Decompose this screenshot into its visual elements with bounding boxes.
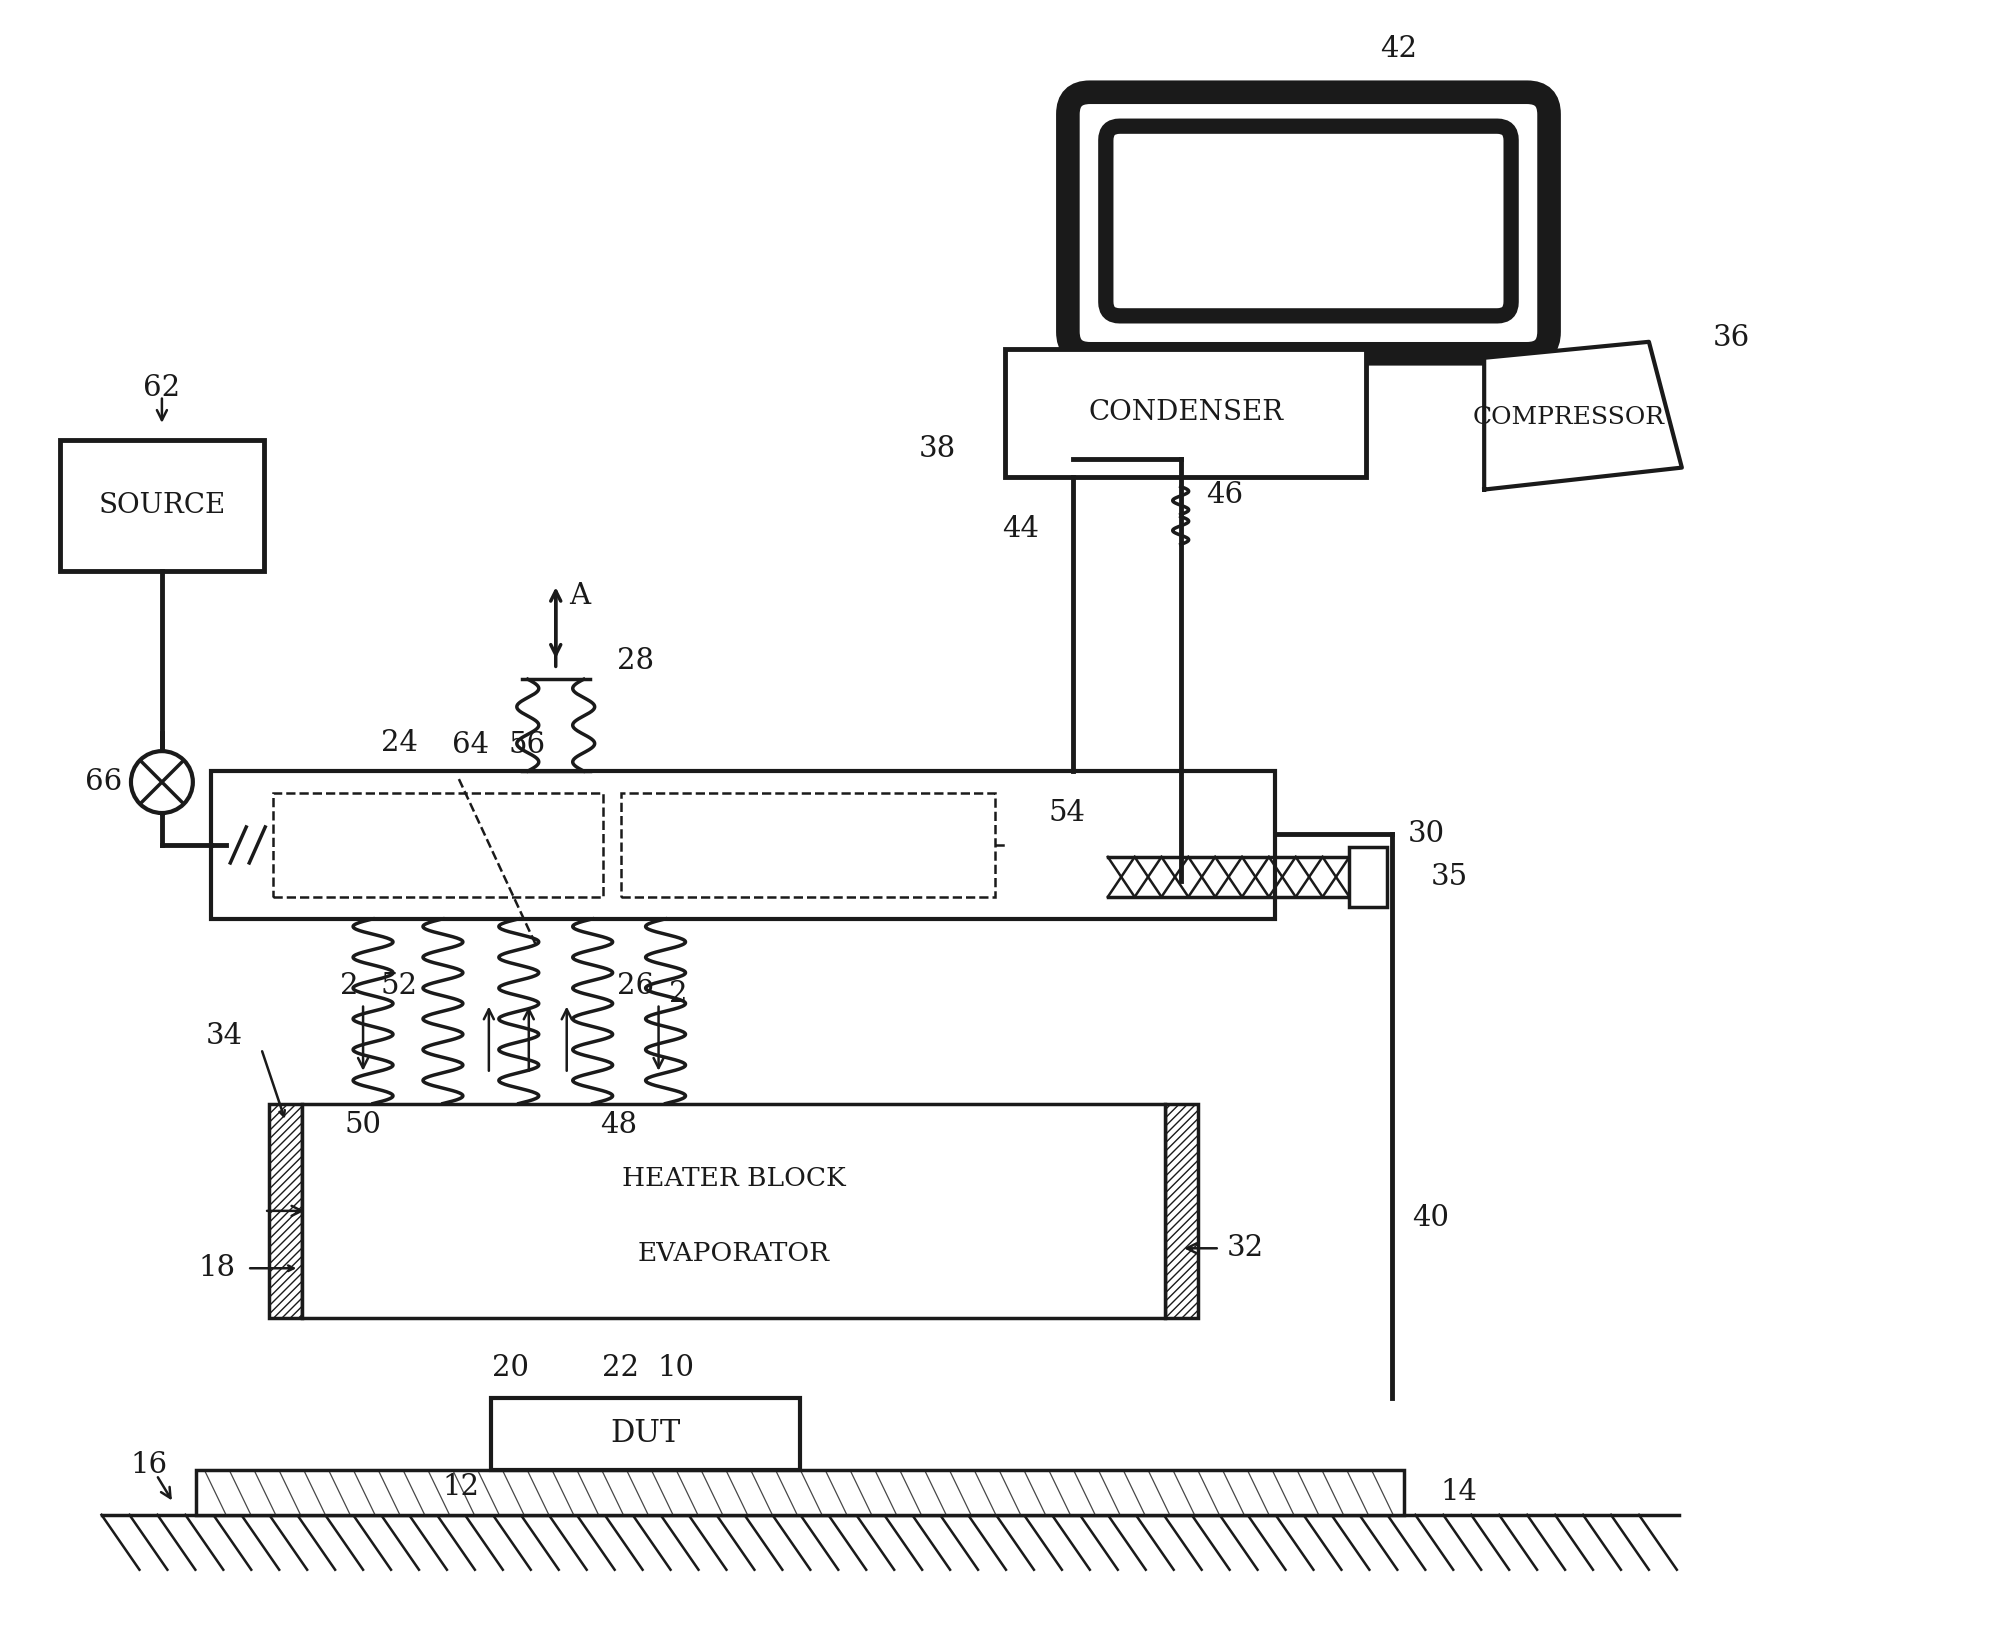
Text: 62: 62 <box>144 373 181 401</box>
FancyBboxPatch shape <box>1005 348 1366 477</box>
FancyBboxPatch shape <box>195 1469 1404 1516</box>
Text: 42: 42 <box>1380 35 1418 63</box>
FancyBboxPatch shape <box>1069 92 1549 353</box>
Text: 24: 24 <box>381 730 417 758</box>
Text: 50: 50 <box>345 1111 381 1139</box>
Text: 32: 32 <box>1226 1235 1264 1263</box>
Text: 48: 48 <box>600 1111 638 1139</box>
Text: EVAPORATOR: EVAPORATOR <box>638 1242 830 1266</box>
FancyBboxPatch shape <box>303 1103 1164 1317</box>
FancyBboxPatch shape <box>60 439 265 571</box>
FancyBboxPatch shape <box>491 1398 800 1469</box>
Text: 2: 2 <box>339 972 359 1001</box>
Text: 16: 16 <box>132 1451 167 1479</box>
Text: 36: 36 <box>1713 324 1751 352</box>
Text: A: A <box>568 583 590 611</box>
FancyBboxPatch shape <box>269 1103 303 1317</box>
Text: DUT: DUT <box>610 1418 680 1450</box>
Circle shape <box>132 751 193 812</box>
Text: 12: 12 <box>443 1473 479 1501</box>
Text: 28: 28 <box>616 647 654 675</box>
Text: 44: 44 <box>1003 515 1039 543</box>
Text: COMPRESSOR: COMPRESSOR <box>1474 406 1665 429</box>
FancyBboxPatch shape <box>1350 847 1388 906</box>
Text: 22: 22 <box>602 1354 640 1382</box>
Text: 40: 40 <box>1412 1204 1450 1232</box>
Text: CONDENSER: CONDENSER <box>1089 400 1284 426</box>
Text: 54: 54 <box>1049 799 1085 827</box>
Text: 38: 38 <box>919 434 955 462</box>
Text: 52: 52 <box>381 972 417 1001</box>
Polygon shape <box>1484 342 1681 490</box>
Text: 10: 10 <box>658 1354 694 1382</box>
FancyBboxPatch shape <box>211 771 1274 920</box>
Text: 46: 46 <box>1206 480 1242 509</box>
Text: 66: 66 <box>86 768 122 796</box>
Text: 18: 18 <box>199 1255 235 1283</box>
Text: 34: 34 <box>205 1022 243 1050</box>
Text: 30: 30 <box>1408 821 1446 849</box>
Text: SOURCE: SOURCE <box>98 492 225 518</box>
Text: 35: 35 <box>1430 863 1468 892</box>
Text: 20: 20 <box>493 1354 528 1382</box>
Text: HEATER BLOCK: HEATER BLOCK <box>622 1166 845 1190</box>
Text: 56: 56 <box>508 731 544 759</box>
Text: 64: 64 <box>453 731 489 759</box>
FancyBboxPatch shape <box>1107 125 1511 315</box>
FancyBboxPatch shape <box>1164 1103 1198 1317</box>
Text: 2: 2 <box>670 979 688 1007</box>
Text: 26: 26 <box>616 972 654 1001</box>
Text: 14: 14 <box>1442 1478 1478 1506</box>
